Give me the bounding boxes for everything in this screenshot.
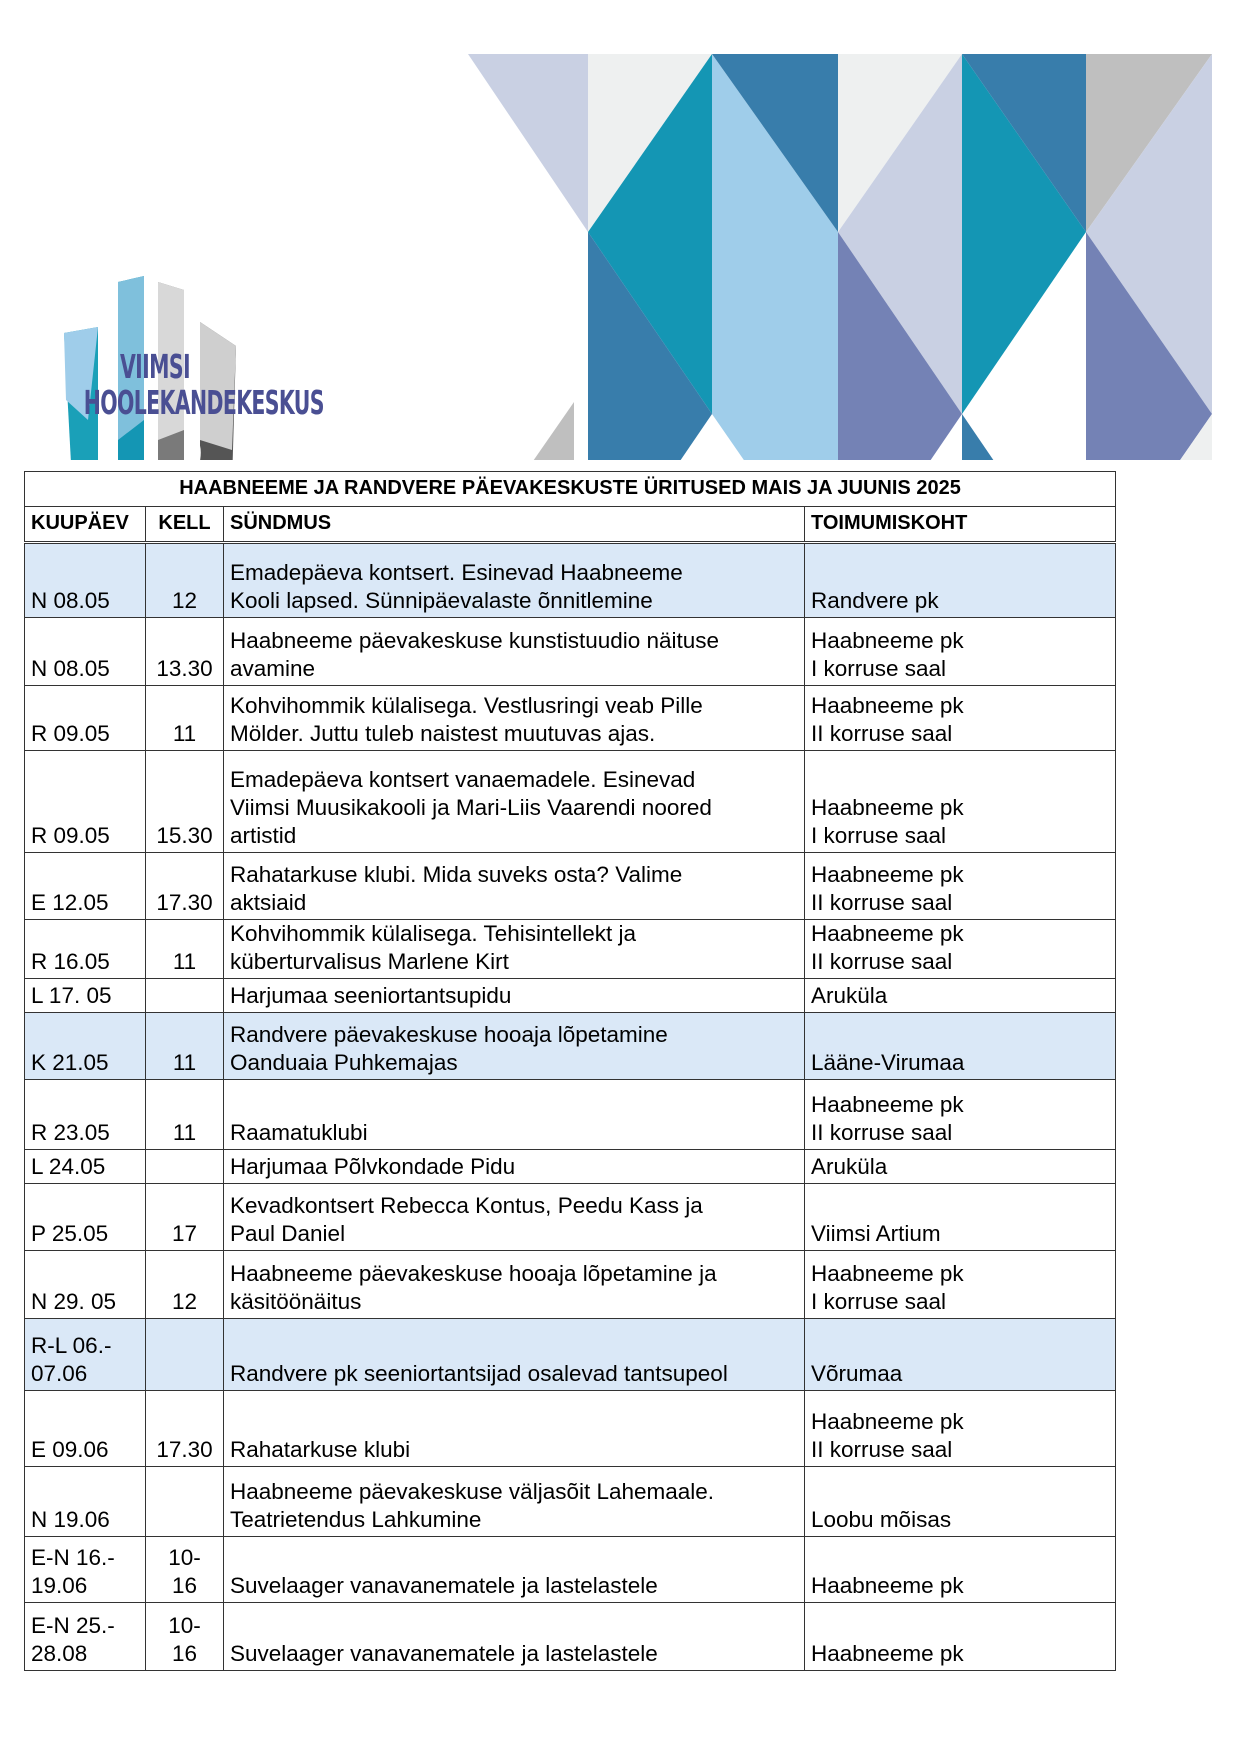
header-date: KUUPÄEV (24, 506, 146, 544)
logo-mark (64, 276, 236, 460)
cell-date: E 12.05 (24, 852, 146, 920)
table-row: E-N 16.- 19.06 10- 16 Suvelaager vanavanem… (24, 1536, 1117, 1603)
cell-event: Kohvihommik külalisega. Vestlusringi vea… (223, 685, 805, 751)
cell-time: 15.30 (145, 750, 224, 853)
table-row: N 29. 05 12 Haabneeme päevakeskuse hooaja … (24, 1250, 1117, 1319)
cell-place: Haabneeme pk I korruse saal (803, 750, 1117, 853)
cell-date: E 09.06 (24, 1390, 146, 1467)
cell-event: Haabneeme päevakeskuse hooaja lõpetamine… (223, 1250, 805, 1319)
cell-time: 13.30 (145, 617, 224, 686)
header-place: TOIMUMISKOHT (803, 506, 1117, 544)
cell-date: E-N 25.- 28.08 (24, 1602, 146, 1671)
cell-time: 12 (145, 1250, 224, 1319)
cell-event: Suvelaager vanavanematele ja lastelastel… (223, 1602, 805, 1671)
cell-event: Kohvihommik külalisega. Tehisintellekt j… (223, 919, 805, 979)
cell-event: Randvere pk seeniortantsijad osalevad ta… (223, 1318, 805, 1391)
table-row: R-L 06.- 07.06 Randvere pk seeniortantsij… (24, 1318, 1117, 1391)
events-table: HAABNEEME JA RANDVERE PÄEVAKESKUSTE ÜRIT… (23, 471, 1117, 1671)
table-row: K 21.05 11 Randvere päevakeskuse hooaja lõ… (24, 1012, 1117, 1080)
cell-time (145, 1149, 224, 1184)
header-event: SÜNDMUS (223, 506, 805, 544)
cell-time: 10- 16 (145, 1602, 224, 1671)
logo-text-hoolekandekeskus: HOOLEKANDEKESKUS (83, 383, 325, 422)
cell-time: 11 (145, 919, 224, 979)
cell-place: Lääne-Virumaa (803, 1012, 1117, 1080)
cell-event: Emadepäeva kontsert. Esinevad Haabneeme … (223, 542, 805, 618)
cell-date: L 24.05 (24, 1149, 146, 1184)
cell-place: Haabneeme pk I korruse saal (803, 1250, 1117, 1319)
cell-date: P 25.05 (24, 1183, 146, 1251)
cell-place: Haabneeme pk (803, 1536, 1117, 1603)
header-time: KELL (145, 506, 224, 544)
cell-event: Harjumaa seeniortantsupidu (223, 978, 805, 1013)
table-row: R 23.05 11 Raamatuklubi Haabneeme pk II kor… (24, 1079, 1117, 1150)
cell-place: Haabneeme pk (803, 1602, 1117, 1671)
cell-event: Haabneeme päevakeskuse kunstistuudio näi… (223, 617, 805, 686)
cell-event: Randvere päevakeskuse hooaja lõpetamine … (223, 1012, 805, 1080)
table-row: L 24.05 Harjumaa Põlvkondade Pidu Aruküla (24, 1149, 1117, 1184)
table-title: HAABNEEME JA RANDVERE PÄEVAKESKUSTE ÜRIT… (23, 471, 1117, 507)
table-row: R 09.05 15.30 Emadepäeva kontsert vanaemad… (24, 750, 1117, 853)
cell-event: Kevadkontsert Rebecca Kontus, Peedu Kass… (223, 1183, 805, 1251)
logo-text-viimsi: VIIMSI (119, 347, 191, 386)
cell-place: Randvere pk (803, 542, 1117, 618)
cell-date: K 21.05 (24, 1012, 146, 1080)
cell-date: E-N 16.- 19.06 (24, 1536, 146, 1603)
cell-place: Haabneeme pk II korruse saal (803, 685, 1117, 751)
cell-place: Haabneeme pk II korruse saal (803, 919, 1117, 979)
table-row: N 19.06 Haabneeme päevakeskuse väljasõit … (24, 1466, 1117, 1537)
cell-event: Harjumaa Põlvkondade Pidu (223, 1149, 805, 1184)
cell-date: N 29. 05 (24, 1250, 146, 1319)
cell-place: Viimsi Artium (803, 1183, 1117, 1251)
cell-time: 11 (145, 685, 224, 751)
cell-event: Raamatuklubi (223, 1079, 805, 1150)
cell-event: Rahatarkuse klubi. Mida suveks osta? Val… (223, 852, 805, 920)
triangle-mosaic (468, 54, 1212, 460)
cell-place: Haabneeme pk II korruse saal (803, 1079, 1117, 1150)
cell-place: Võrumaa (803, 1318, 1117, 1391)
table-row: N 08.05 13.30 Haabneeme päevakeskuse kunst… (24, 617, 1117, 686)
table-row: R 09.05 11 Kohvihommik külalisega. Vestlus… (24, 685, 1117, 751)
table-row: E 12.05 17.30 Rahatarkuse klubi. Mida suve… (24, 852, 1117, 920)
cell-date: L 17. 05 (24, 978, 146, 1013)
cell-date: R 16.05 (24, 919, 146, 979)
cell-time: 17.30 (145, 1390, 224, 1467)
cell-date: R 09.05 (24, 750, 146, 853)
table-row: E 09.06 17.30 Rahatarkuse klubi Haabneeme p… (24, 1390, 1117, 1467)
cell-place: Loobu mõisas (803, 1466, 1117, 1537)
cell-time: 17 (145, 1183, 224, 1251)
cell-event: Emadepäeva kontsert vanaemadele. Esineva… (223, 750, 805, 853)
cell-date: N 08.05 (24, 542, 146, 618)
cell-event: Suvelaager vanavanematele ja lastelastel… (223, 1536, 805, 1603)
cell-time: 11 (145, 1079, 224, 1150)
cell-date: R-L 06.- 07.06 (24, 1318, 146, 1391)
cell-time: 17.30 (145, 852, 224, 920)
cell-date: N 19.06 (24, 1466, 146, 1537)
cell-place: Haabneeme pk II korruse saal (803, 852, 1117, 920)
cell-time: 11 (145, 1012, 224, 1080)
cell-event: Haabneeme päevakeskuse väljasõit Lahemaa… (223, 1466, 805, 1537)
cell-time: 12 (145, 542, 224, 618)
cell-place: Aruküla (803, 1149, 1117, 1184)
cell-date: N 08.05 (24, 617, 146, 686)
cell-place: Haabneeme pk I korruse saal (803, 617, 1117, 686)
table-row: P 25.05 17 Kevadkontsert Rebecca Kontus, P… (24, 1183, 1117, 1251)
cell-time (145, 978, 224, 1013)
cell-date: R 23.05 (24, 1079, 146, 1150)
cell-time: 10- 16 (145, 1536, 224, 1603)
cell-event: Rahatarkuse klubi (223, 1390, 805, 1467)
decorative-triangle-pattern (64, 54, 1212, 460)
cell-time (145, 1466, 224, 1537)
cell-date: R 09.05 (24, 685, 146, 751)
cell-place: Haabneeme pk II korruse saal (803, 1390, 1117, 1467)
table-row: N 08.05 12 Emadepäeva kontsert. Esinevad H… (24, 542, 1117, 618)
table-row: R 16.05 11 Kohvihommik külalisega. Tehisin… (24, 919, 1117, 979)
table-row: L 17. 05 Harjumaa seeniortantsupidu Arukül… (24, 978, 1117, 1013)
cell-place: Aruküla (803, 978, 1117, 1013)
cell-time (145, 1318, 224, 1391)
table-row: E-N 25.- 28.08 10- 16 Suvelaager vanavanem… (24, 1602, 1117, 1671)
